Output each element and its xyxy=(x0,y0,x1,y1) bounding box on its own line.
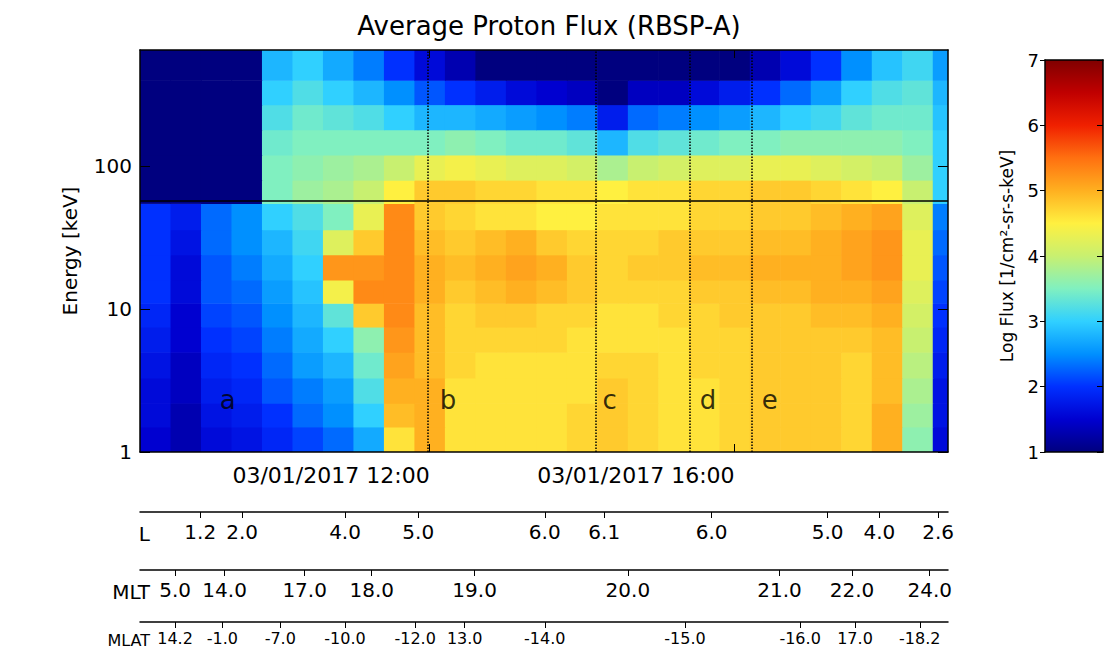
svg-text:03/01/2017 12:00: 03/01/2017 12:00 xyxy=(232,463,429,488)
svg-text:5: 5 xyxy=(1028,180,1039,201)
svg-text:e: e xyxy=(762,385,778,415)
svg-text:7: 7 xyxy=(1028,50,1039,71)
svg-text:19.0: 19.0 xyxy=(452,578,497,602)
svg-text:4: 4 xyxy=(1028,246,1039,267)
svg-text:14.0: 14.0 xyxy=(202,578,247,602)
svg-text:MLAT: MLAT xyxy=(107,631,150,650)
svg-text:22.0: 22.0 xyxy=(830,578,875,602)
svg-text:24.0: 24.0 xyxy=(907,578,952,602)
svg-text:MLT: MLT xyxy=(112,580,151,604)
svg-text:14.2: 14.2 xyxy=(157,629,193,648)
svg-text:5.0: 5.0 xyxy=(402,520,434,544)
svg-text:-10.0: -10.0 xyxy=(324,629,365,648)
svg-text:13.0: 13.0 xyxy=(447,629,483,648)
svg-text:-12.0: -12.0 xyxy=(394,629,435,648)
svg-text:21.0: 21.0 xyxy=(757,578,802,602)
svg-text:5.0: 5.0 xyxy=(159,578,191,602)
svg-text:b: b xyxy=(440,385,457,415)
svg-text:-14.0: -14.0 xyxy=(524,629,565,648)
svg-text:6.0: 6.0 xyxy=(529,520,561,544)
svg-text:17.0: 17.0 xyxy=(282,578,327,602)
svg-text:6: 6 xyxy=(1028,115,1039,136)
svg-text:d: d xyxy=(700,385,717,415)
svg-text:1.2: 1.2 xyxy=(184,520,216,544)
svg-text:2.0: 2.0 xyxy=(226,520,258,544)
svg-text:18.0: 18.0 xyxy=(349,578,394,602)
svg-text:1: 1 xyxy=(1028,442,1039,463)
svg-text:-1.0: -1.0 xyxy=(207,629,238,648)
svg-text:10: 10 xyxy=(107,297,132,321)
svg-text:-15.0: -15.0 xyxy=(664,629,705,648)
svg-text:6.0: 6.0 xyxy=(696,520,728,544)
svg-text:3: 3 xyxy=(1028,311,1039,332)
svg-text:4.0: 4.0 xyxy=(329,520,361,544)
svg-text:5.0: 5.0 xyxy=(812,520,844,544)
svg-text:20.0: 20.0 xyxy=(606,578,651,602)
svg-text:L: L xyxy=(139,522,151,546)
svg-text:a: a xyxy=(220,385,236,415)
svg-text:6.1: 6.1 xyxy=(588,520,620,544)
svg-text:4.0: 4.0 xyxy=(863,520,895,544)
svg-text:100: 100 xyxy=(94,154,132,178)
svg-text:Log Flux [1/cm²-sr-s-keV]: Log Flux [1/cm²-sr-s-keV] xyxy=(997,150,1017,362)
svg-text:-16.0: -16.0 xyxy=(779,629,820,648)
svg-text:-7.0: -7.0 xyxy=(265,629,296,648)
svg-text:Average Proton Flux (RBSP-A): Average Proton Flux (RBSP-A) xyxy=(357,11,740,41)
svg-text:-18.2: -18.2 xyxy=(899,629,940,648)
svg-text:c: c xyxy=(602,385,616,415)
svg-text:2.6: 2.6 xyxy=(922,520,954,544)
svg-text:17.0: 17.0 xyxy=(837,629,873,648)
svg-text:1: 1 xyxy=(119,440,132,464)
svg-text:03/01/2017 16:00: 03/01/2017 16:00 xyxy=(537,463,734,488)
svg-text:Energy [keV]: Energy [keV] xyxy=(58,187,82,316)
svg-text:2: 2 xyxy=(1028,376,1039,397)
